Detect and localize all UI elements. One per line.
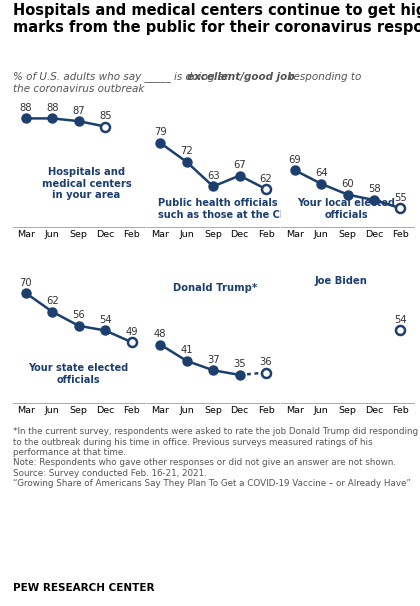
Text: 72: 72 <box>180 147 193 156</box>
Text: Hospitals and medical centers continue to get high
marks from the public for the: Hospitals and medical centers continue t… <box>13 3 420 35</box>
Text: Joe Biden: Joe Biden <box>315 276 368 287</box>
Text: 87: 87 <box>72 105 85 116</box>
Text: 49: 49 <box>125 327 138 336</box>
Text: 70: 70 <box>19 278 32 287</box>
Text: 62: 62 <box>260 173 273 184</box>
Text: 64: 64 <box>315 168 328 178</box>
Text: Hospitals and
medical centers
in your area: Hospitals and medical centers in your ar… <box>42 167 131 201</box>
Text: 35: 35 <box>233 359 246 370</box>
Text: % of U.S. adults who say _____ is doing an: % of U.S. adults who say _____ is doing … <box>13 72 234 82</box>
Text: 88: 88 <box>46 103 58 113</box>
Text: 79: 79 <box>154 127 167 138</box>
Text: 60: 60 <box>341 179 354 189</box>
Text: 58: 58 <box>368 184 381 195</box>
Text: Your state elected
officials: Your state elected officials <box>29 363 129 385</box>
Text: the coronavirus outbreak: the coronavirus outbreak <box>13 84 144 94</box>
Text: Your local elected
officials: Your local elected officials <box>297 198 395 219</box>
Text: Public health officials
such as those at the CDC: Public health officials such as those at… <box>158 198 295 219</box>
Text: 36: 36 <box>260 357 273 367</box>
Text: 55: 55 <box>394 193 407 202</box>
Text: Donald Trump*: Donald Trump* <box>173 283 258 293</box>
Text: 62: 62 <box>46 296 59 306</box>
Text: 56: 56 <box>72 310 85 320</box>
Text: excellent/good job: excellent/good job <box>187 72 294 82</box>
Text: 67: 67 <box>233 160 246 170</box>
Text: 41: 41 <box>180 345 193 355</box>
Text: 54: 54 <box>99 315 112 325</box>
Text: 54: 54 <box>394 315 407 325</box>
Text: 63: 63 <box>207 171 220 181</box>
Text: 88: 88 <box>20 103 32 113</box>
Text: *In the current survey, respondents were asked to rate the job Donald Trump did : *In the current survey, respondents were… <box>13 427 418 488</box>
Text: responding to: responding to <box>286 72 361 82</box>
Text: 48: 48 <box>154 329 166 339</box>
Text: 69: 69 <box>288 155 301 165</box>
Text: PEW RESEARCH CENTER: PEW RESEARCH CENTER <box>13 583 154 593</box>
Text: 37: 37 <box>207 355 220 365</box>
Text: 85: 85 <box>99 111 112 121</box>
